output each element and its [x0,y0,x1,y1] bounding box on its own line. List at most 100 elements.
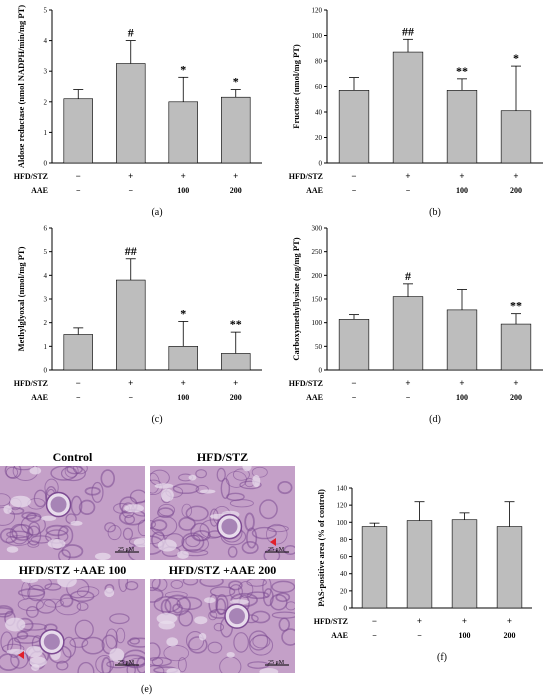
row2-label: AAE [31,186,48,195]
significance-mark: * [180,62,186,76]
lumen [226,651,235,658]
bar [63,334,93,371]
group-row2-value: 100 [459,631,471,640]
group-row2-value: − [76,393,81,402]
group-row2-value: 100 [456,393,468,402]
lumen [104,587,115,598]
lumen [29,656,47,667]
tubule [238,581,254,598]
lumen [10,495,31,508]
group-row1-value: + [128,378,133,388]
group-row1-value: + [405,171,410,181]
panel-label: (a) [151,207,162,218]
lumen [6,649,25,655]
y-tick-label: 2 [44,98,48,106]
bar [116,279,146,371]
tubule [16,630,29,640]
tubule [259,499,278,520]
row2-label: AAE [306,393,323,402]
group-row1-value: + [507,616,512,626]
tubule [0,493,11,507]
group-row2-value: − [76,186,81,195]
y-tick-label: 100 [312,32,323,40]
tubule [61,544,84,559]
group-row1-value: − [351,378,356,388]
glomerulus-core [221,518,238,535]
lumen [41,515,57,521]
tubule [150,642,161,661]
micrograph-title-hfd-stz-aae-200: HFD/STZ +AAE 200 [168,563,277,577]
lumen [166,637,179,647]
group-row1-value: − [76,171,81,181]
lumen [230,599,249,605]
tubule [4,466,22,479]
y-tick-label: 5 [44,7,48,15]
tubule [95,654,114,673]
y-axis-label: Methylglyoxal (nmol/mg PT) [16,246,26,351]
tubule [185,505,209,522]
micrograph-hfd-stz-aae-200 [150,579,295,673]
tubule [45,524,69,537]
y-axis-label: PAS-positive area (% of control) [316,489,326,607]
y-tick-label: 20 [340,587,348,595]
tubule [195,469,207,479]
panel-label: (d) [429,414,441,425]
tubule [187,636,208,654]
tubule [262,588,274,607]
micrograph-panel: Control HFD/STZ HFD/STZ +AAE 100 HFD/STZ… [0,450,300,699]
tubule [137,519,145,537]
y-tick-label: 60 [340,553,348,561]
lumen [242,466,252,472]
lumen [252,474,261,488]
significance-mark: ## [402,24,414,38]
chart-carboxymethyllysine: 0 50 100 150 200 250 300 Carboxymethyllysine (m… [289,225,543,425]
significance-mark: ** [510,299,522,313]
y-tick-label: 80 [340,536,348,544]
tubule [251,466,268,478]
tubule [151,579,168,592]
y-tick-label: 0 [344,605,348,613]
tubule [76,601,89,611]
bar [446,90,478,164]
tubule [252,634,271,649]
chart-fructose: 0 20 40 60 80 100 120 Fructose (nmol/mg PT) − − ##… [289,7,543,218]
bar [168,346,198,371]
tubule [283,545,295,555]
bar [392,51,424,164]
bar [63,98,93,164]
row1-label: HFD/STZ [289,172,323,181]
y-axis-label: Aldose reductase (nmol NADPH/min/mg PT) [16,5,26,168]
micrograph-hfd-stz [150,466,295,560]
y-tick-label: 0 [44,160,48,168]
tubule [91,481,104,503]
tubule [74,619,94,640]
tubule [0,507,15,526]
y-axis-label: Carboxymethyllysine (mg/mg PT) [291,237,301,360]
tubule [208,594,219,614]
tubule [208,610,218,621]
panel-label: (b) [429,207,441,218]
tubule [58,549,71,560]
tubule [57,525,74,546]
tubule [0,605,14,618]
y-tick-label: 5 [44,248,48,256]
group-row1-value: + [405,378,410,388]
tubule [9,523,30,545]
y-tick-label: 3 [44,68,48,76]
tubule [70,495,83,516]
tubule [228,580,243,591]
scale-bar-label: 25 μM [118,660,135,666]
tubule [64,466,79,478]
tubule [249,635,274,656]
group-row2-value: − [417,631,422,640]
y-axis-label: Fructose (nmol/mg PT) [291,44,301,129]
row1-label: HFD/STZ [14,172,48,181]
tubule [207,641,223,654]
tubule [129,637,140,645]
y-tick-label: 40 [315,109,323,117]
tubule [13,466,35,471]
significance-mark: * [180,306,186,320]
tubule [233,632,249,653]
tubule [164,594,192,616]
row2-label: AAE [306,186,323,195]
